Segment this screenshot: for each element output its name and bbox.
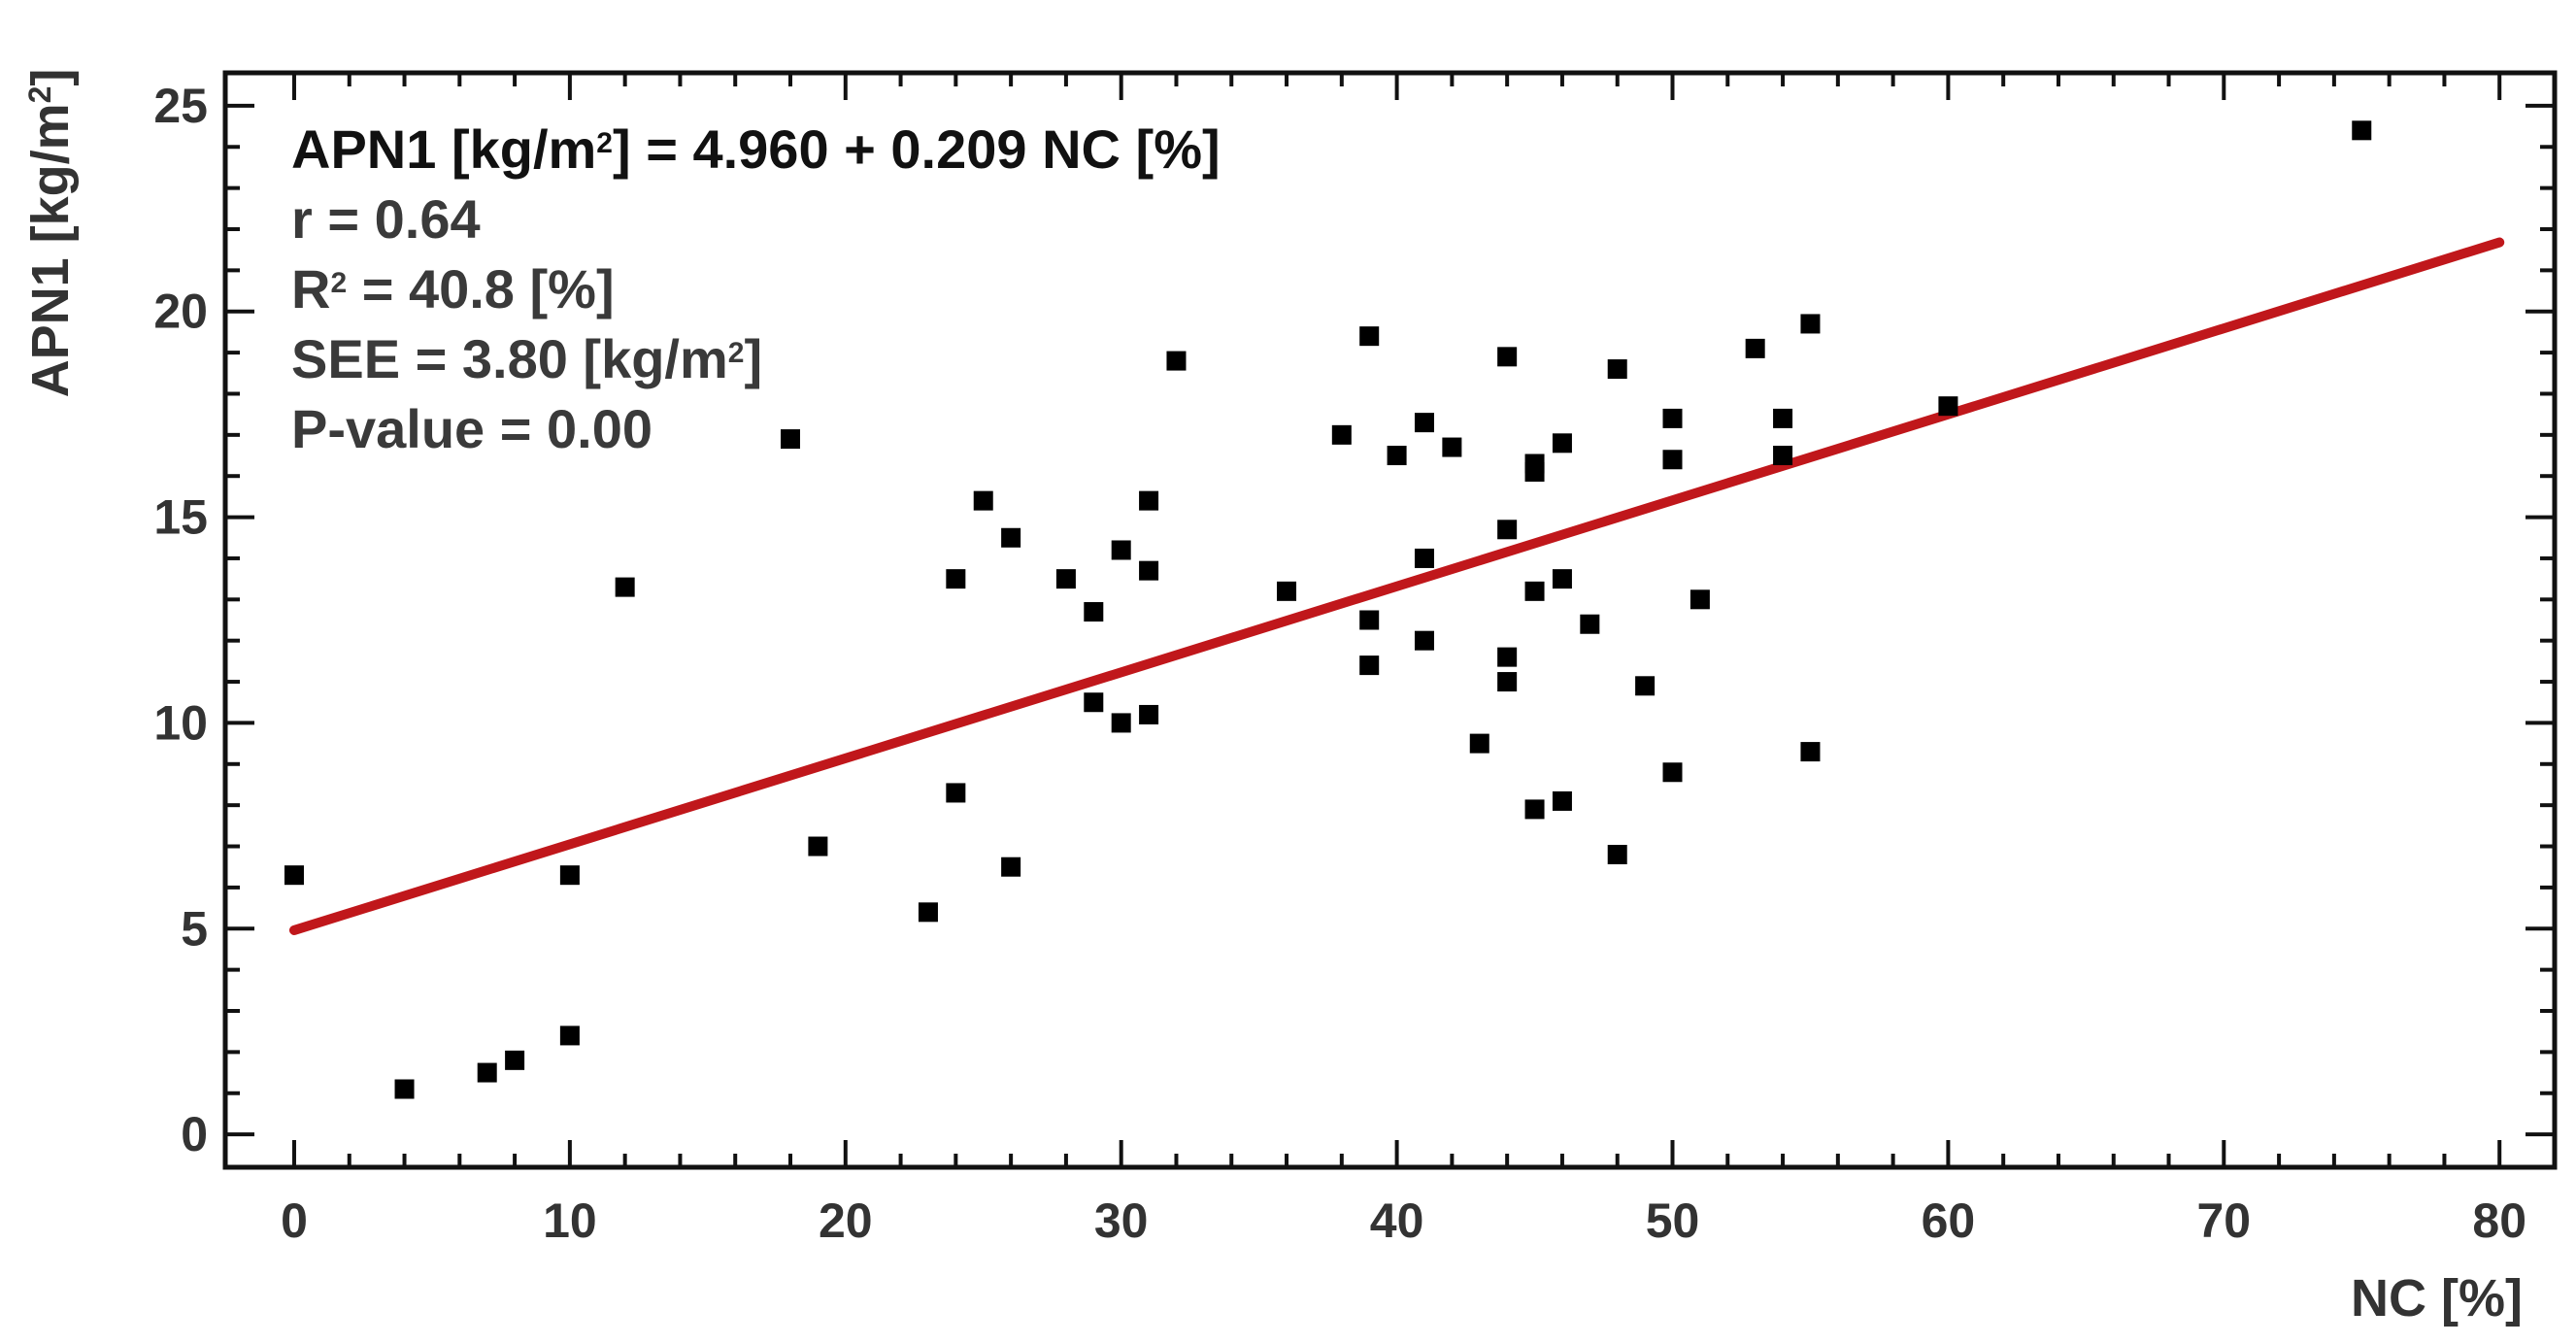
data-point <box>1662 762 1683 783</box>
x-tick-label: 80 <box>2472 1193 2526 1248</box>
x-tick-label: 0 <box>281 1193 308 1248</box>
data-point <box>1359 610 1380 630</box>
data-point <box>1387 446 1407 466</box>
stats-annotation: APN1 [kg/m2] = 4.960 + 0.209 NC [%] r = … <box>291 118 1221 459</box>
data-point <box>1524 799 1545 820</box>
data-point <box>284 865 304 886</box>
data-point <box>394 1079 415 1099</box>
data-point <box>1800 314 1821 334</box>
data-point <box>1139 704 1159 724</box>
regression-fit <box>288 237 2505 935</box>
data-point <box>1139 560 1159 581</box>
data-point <box>1662 408 1683 428</box>
data-point <box>1359 326 1380 347</box>
data-point <box>615 577 635 597</box>
y-tick-label: 5 <box>181 901 208 956</box>
data-point <box>1055 569 1076 589</box>
data-point <box>1469 733 1489 754</box>
standard-error-estimate: SEE = 3.80 [kg/m2] <box>291 328 762 389</box>
data-point <box>1552 433 1572 454</box>
x-tick-label: 30 <box>1094 1193 1149 1248</box>
data-point <box>1414 630 1434 651</box>
data-point <box>946 783 966 803</box>
data-point <box>1552 569 1572 589</box>
x-tick-label: 70 <box>2197 1193 2252 1248</box>
data-point <box>1084 602 1104 622</box>
regression-line <box>288 237 2505 935</box>
data-point <box>1359 655 1380 676</box>
data-point <box>1552 790 1572 811</box>
data-point <box>1084 692 1104 713</box>
data-point <box>1414 548 1434 568</box>
y-tick-label: 15 <box>153 490 208 545</box>
data-point <box>1414 413 1434 433</box>
data-point <box>1497 672 1518 692</box>
data-points <box>284 120 2372 1099</box>
data-point <box>1001 527 1021 548</box>
data-point <box>1111 713 1131 733</box>
regression-equation: APN1 [kg/m2] = 4.960 + 0.209 NC [%] <box>291 118 1221 180</box>
data-point <box>1607 845 1627 864</box>
data-point <box>2352 120 2372 141</box>
data-point <box>973 490 993 511</box>
correlation-r: r = 0.64 <box>291 188 481 250</box>
data-point <box>505 1050 525 1070</box>
data-point <box>1800 742 1821 762</box>
p-value: P-value = 0.00 <box>291 398 652 459</box>
x-tick-label: 10 <box>543 1193 597 1248</box>
data-point <box>1773 446 1793 466</box>
data-point <box>1580 614 1600 634</box>
data-point <box>1938 396 1958 417</box>
data-point <box>781 429 801 450</box>
data-point <box>1524 461 1545 482</box>
x-axis-label: NC [%] <box>2351 1269 2523 1327</box>
data-point <box>1166 351 1187 371</box>
data-point <box>1662 450 1683 470</box>
y-axis-label: APN1 [kg/m2] <box>21 69 80 398</box>
data-point <box>1139 490 1159 511</box>
x-tick-label: 50 <box>1646 1193 1700 1248</box>
data-point <box>1497 647 1518 667</box>
x-tick-label: 20 <box>819 1193 873 1248</box>
data-point <box>808 836 828 857</box>
y-tick-label: 10 <box>153 695 208 750</box>
data-point <box>1497 347 1518 367</box>
data-point <box>1111 540 1131 560</box>
data-point <box>1331 424 1352 445</box>
data-point <box>1497 520 1518 540</box>
data-point <box>1773 408 1793 428</box>
data-point <box>1277 581 1297 601</box>
data-point <box>1635 676 1656 696</box>
data-point <box>1524 581 1545 601</box>
data-point <box>946 569 966 589</box>
data-point <box>477 1062 497 1083</box>
data-point <box>559 865 580 886</box>
data-point <box>559 1025 580 1046</box>
y-tick-label: 25 <box>153 79 208 133</box>
data-point <box>1745 338 1765 358</box>
y-tick-label: 20 <box>153 285 208 339</box>
axis-ticks: 0 10 20 30 40 50 60 70 80 0 5 10 15 20 25 <box>153 73 2555 1248</box>
x-tick-label: 40 <box>1370 1193 1424 1248</box>
data-point <box>1689 589 1710 610</box>
data-point <box>1442 437 1462 457</box>
data-point <box>1001 857 1021 877</box>
r-squared: R2 = 40.8 [%] <box>291 258 615 319</box>
x-tick-label: 60 <box>1922 1193 1976 1248</box>
data-point <box>918 902 938 923</box>
data-point <box>1607 359 1627 380</box>
plot-frame <box>222 70 2558 1170</box>
y-tick-label: 0 <box>181 1107 208 1161</box>
